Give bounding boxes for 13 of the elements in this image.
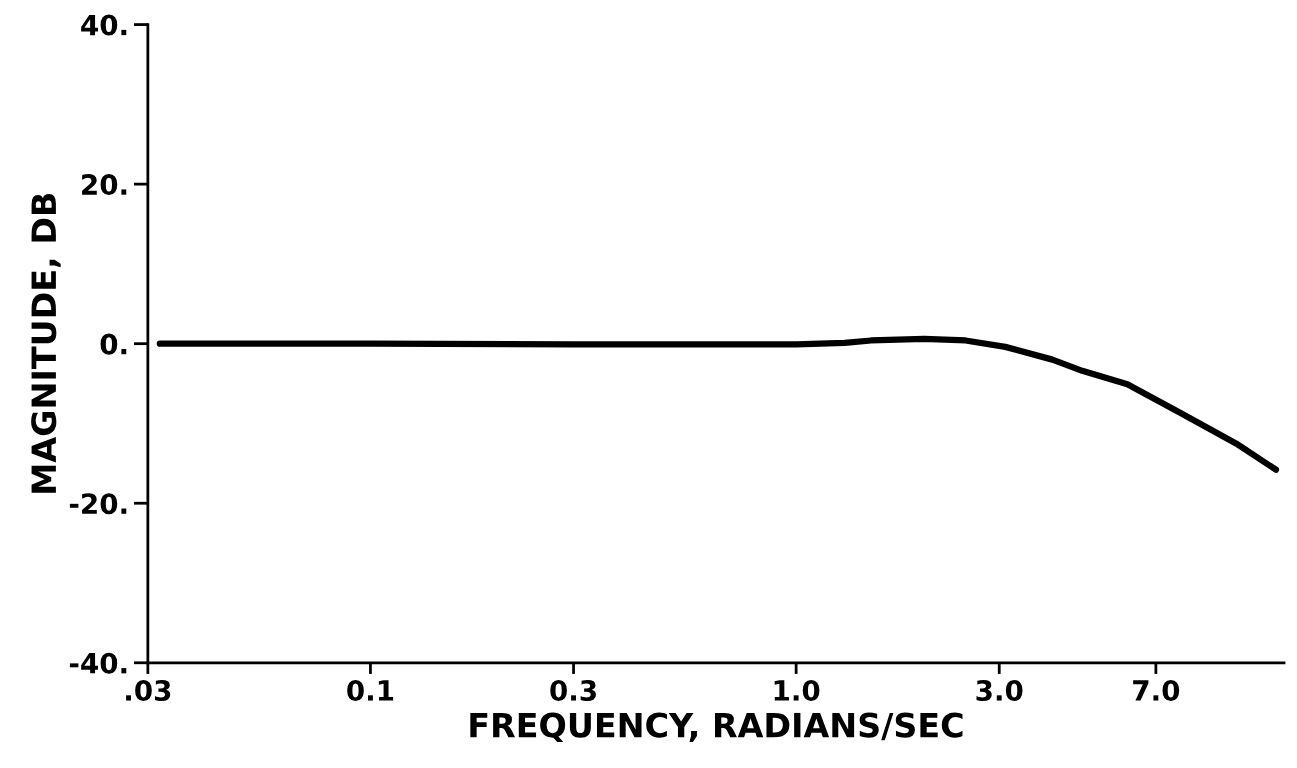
y-tick-label: -40. [69,652,127,674]
x-axis-title: FREQUENCY, RADIANS/SEC [470,712,963,743]
y-tick-label: 20. [82,174,127,196]
x-tick-label: 0.3 [550,679,596,701]
y-tick-label: -20. [69,493,127,515]
x-tick-label: 0.1 [347,679,394,701]
y-axis-title: MAGNITUDE, DB [31,193,61,493]
y-tick-label: 40. [81,14,127,36]
x-tick-label: .03 [126,679,171,701]
y-tick-label: 0. [100,333,127,355]
x-tick-label: 7.0 [1133,679,1180,701]
x-tick-label: 3.0 [976,679,1023,701]
x-tick-label: 1.0 [774,679,820,701]
